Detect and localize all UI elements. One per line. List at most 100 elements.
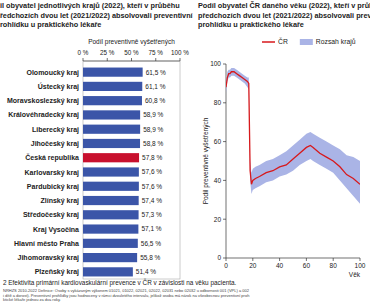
tick-label: 40: [276, 262, 284, 269]
tick-label: 75 %: [149, 49, 164, 56]
tick-label: 0: [217, 254, 221, 261]
data-label: 51,4 %: [136, 268, 156, 275]
bar: [83, 267, 133, 276]
tick-label: 20: [214, 216, 222, 223]
title: il obyvatel jednotlivých krajů (2022), k…: [0, 1, 180, 10]
plot-frame: [83, 61, 180, 279]
tick: [333, 258, 334, 261]
data-label: 61,1 %: [145, 83, 165, 90]
legend-label: Rozsah krajů: [316, 38, 356, 46]
figure: il obyvatel jednotlivých krajů (2022), k…: [0, 0, 370, 303]
axis-title: Podíl preventivně vyšetřených: [202, 117, 210, 204]
category-label: Pardubický kraj: [27, 183, 79, 191]
tick-label: 60: [303, 262, 311, 269]
tick-label: 20: [249, 262, 257, 269]
category-label: Jihomoravský kraj: [18, 254, 80, 262]
data-label: 57,8 %: [142, 154, 162, 161]
category-label: Karlovarský kraj: [25, 169, 80, 177]
tick: [155, 58, 156, 61]
tick-label: 100: [210, 60, 221, 67]
category-label: Hlavní město Praha: [14, 240, 79, 247]
tick: [223, 219, 226, 220]
tick-label: 80: [330, 262, 338, 269]
tick: [223, 180, 226, 181]
legend-label: ČR: [278, 37, 288, 45]
data-label: 57,3 %: [142, 211, 162, 218]
legend-swatch: [262, 41, 275, 43]
tick-label: 80: [214, 99, 222, 106]
category-label: Moravskoslezský kraj: [7, 97, 79, 105]
tick: [223, 102, 226, 103]
series: [226, 68, 360, 204]
category-label: Královéhradecký kraj: [8, 111, 79, 119]
bar: [83, 139, 140, 148]
caption: 2 Efektivita primární kardiovaskulární p…: [3, 278, 237, 287]
category-label: Středočeský kraj: [23, 211, 79, 219]
tick: [107, 58, 108, 61]
data-label: 60,8 %: [145, 97, 165, 104]
title: Podíl obyvatel ČR daného věku (2022), kt…: [198, 1, 370, 10]
footnote: ktické lékaře jednou za dva roky.: [3, 297, 61, 302]
bar: [83, 196, 139, 205]
tick-label: 60: [214, 138, 222, 145]
range-band: [226, 68, 360, 204]
bar: [83, 153, 139, 162]
data-label: 57,4 %: [142, 197, 162, 204]
bar: [83, 96, 142, 105]
category-label: Ústecký kraj: [38, 82, 79, 91]
tick-label: 0: [224, 262, 228, 269]
tick-label: 25 %: [100, 49, 115, 56]
line: [226, 72, 360, 185]
category-label: Olomoucký kraj: [26, 69, 79, 77]
tick-label: 100: [355, 262, 366, 269]
bar: [83, 110, 140, 119]
axis-title: Věk: [349, 271, 361, 278]
bar: [83, 239, 138, 248]
bar: [83, 82, 142, 91]
tick: [252, 258, 253, 261]
tick-label: 0 %: [78, 49, 89, 56]
bar: [83, 253, 137, 262]
category-label: Jihočeský kraj: [31, 140, 79, 148]
bar: [83, 224, 138, 233]
title: rohlídku u praktického lékaře: [0, 20, 101, 29]
tick: [360, 258, 361, 261]
tick: [83, 58, 84, 61]
tick-label: 40: [214, 177, 222, 184]
data-label: 57,6 %: [142, 183, 162, 190]
title: prohlídku u praktického lékaře: [198, 20, 304, 29]
tick: [306, 258, 307, 261]
bar: [83, 68, 143, 77]
data-label: 58,9 %: [143, 111, 163, 118]
category-label: Zlínský kraj: [40, 197, 79, 205]
tick: [131, 58, 132, 61]
title: ředchozích dvou let (2021/2022) absolvov…: [0, 11, 194, 20]
tick-label: 50 %: [124, 49, 139, 56]
tick: [223, 64, 226, 65]
bar: [83, 182, 139, 191]
category-label: Plzeňský kraj: [35, 268, 79, 276]
tick: [226, 258, 227, 261]
data-label: 57,6 %: [142, 168, 162, 175]
bar: [83, 210, 139, 219]
data-label: 55,8 %: [140, 254, 160, 261]
tick-label: 100 %: [171, 49, 189, 56]
bars: [83, 68, 143, 277]
data-label: 57,1 %: [141, 225, 161, 232]
bar: [83, 167, 139, 176]
legend-swatch: [300, 39, 313, 45]
data-label: 58,9 %: [143, 126, 163, 133]
data-label: 61,5 %: [146, 69, 166, 76]
bar: [83, 125, 140, 134]
category-label: Česká republika: [25, 153, 79, 162]
data-label: 58,8 %: [143, 140, 163, 147]
x-axis-line: [226, 258, 360, 259]
category-label: Kraj Vysočina: [33, 226, 79, 234]
tick: [279, 258, 280, 261]
data-label: 56,5 %: [141, 240, 161, 247]
title: předchozích dvou let (2021/2022) absolvo…: [198, 11, 370, 20]
tick: [223, 258, 226, 259]
category-label: Liberecký kraj: [32, 126, 79, 134]
axis-title: Podíl preventivně vyšetřených: [88, 38, 175, 46]
tick: [180, 58, 181, 61]
